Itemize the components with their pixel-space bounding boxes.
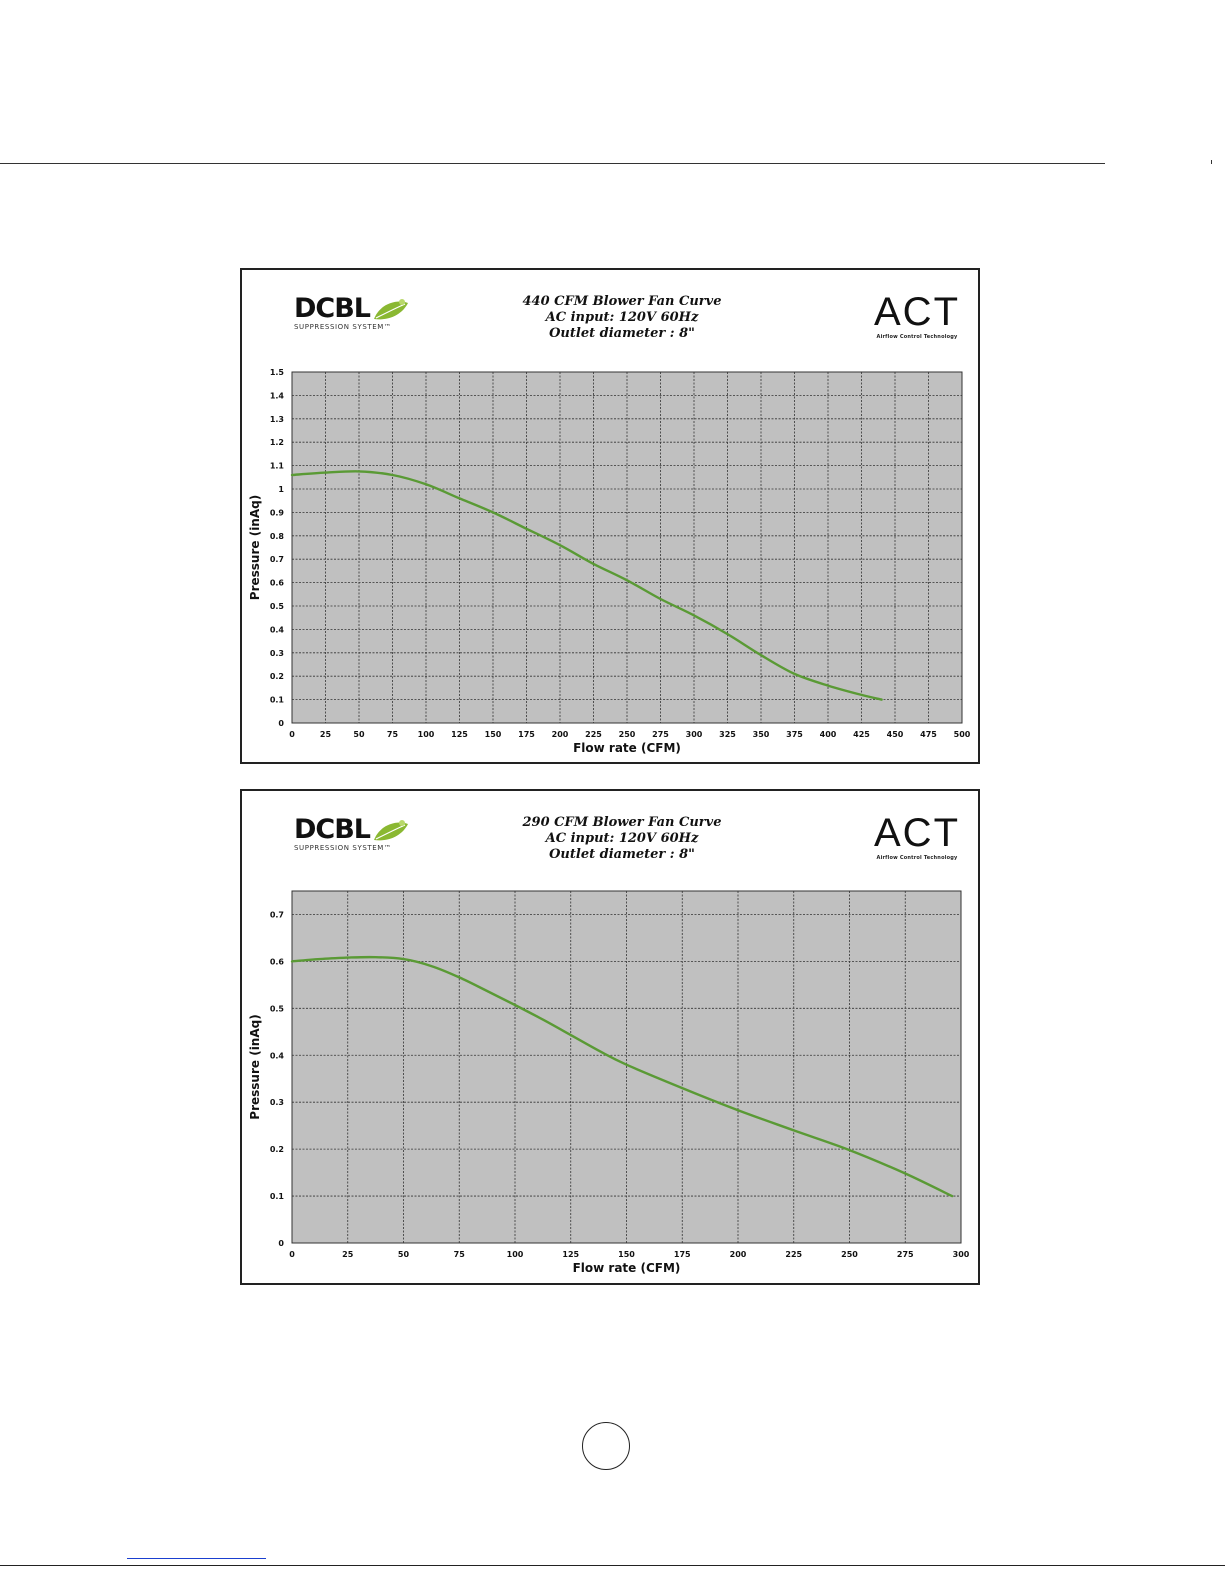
x-tick-label: 125 xyxy=(451,730,468,739)
dcbl-logo-wordmark: DCBL xyxy=(294,293,371,324)
act-logo: ACT Airflow Control Technology xyxy=(874,813,960,861)
x-tick-label: 425 xyxy=(853,730,870,739)
x-tick-label: 100 xyxy=(418,730,435,739)
chart-title-line-2: AC input: 120V 60Hz xyxy=(545,310,699,325)
act-logo-wordmark: ACT xyxy=(874,811,960,855)
y-tick-label: 0.5 xyxy=(270,602,285,611)
plot-border xyxy=(291,890,962,1244)
fan-curve-panel-440: DCBL SUPPRESSION SYSTEM™ 440 CFM Blower … xyxy=(240,268,980,764)
page-number-circle xyxy=(582,1422,630,1470)
footer-rule xyxy=(0,1565,1225,1566)
y-tick-label: 0.3 xyxy=(270,649,284,658)
x-tick-label: 500 xyxy=(954,730,971,739)
chart-title-line-1: 290 CFM Blower Fan Curve xyxy=(522,815,722,830)
header-rule xyxy=(0,163,1105,164)
dcbl-logo: DCBL SUPPRESSION SYSTEM™ xyxy=(294,293,408,331)
y-tick-label: 0.5 xyxy=(270,1004,285,1013)
x-tick-label: 450 xyxy=(887,730,904,739)
y-axis-label: Pressure (inAq) xyxy=(248,1014,262,1119)
x-tick-label: 50 xyxy=(353,730,365,739)
y-tick-label: 1.5 xyxy=(270,368,285,377)
x-tick-label: 100 xyxy=(507,1250,524,1259)
act-logo-subtitle: Airflow Control Technology xyxy=(876,334,958,340)
y-tick-label: 0.3 xyxy=(270,1098,284,1107)
y-tick-label: 0.9 xyxy=(270,508,285,517)
x-tick-label: 0 xyxy=(289,730,295,739)
x-tick-label: 75 xyxy=(454,1250,466,1259)
chart-title-line-3: Outlet diameter : 8" xyxy=(549,326,695,341)
x-tick-label: 25 xyxy=(320,730,332,739)
x-tick-label: 225 xyxy=(585,730,602,739)
x-tick-label: 300 xyxy=(953,1250,970,1259)
footer-link-underline xyxy=(127,1558,266,1559)
x-tick-label: 225 xyxy=(785,1250,802,1259)
x-tick-label: 275 xyxy=(897,1250,914,1259)
y-tick-label: 1.3 xyxy=(270,415,284,424)
x-tick-label: 175 xyxy=(518,730,535,739)
x-tick-label: 250 xyxy=(841,1250,858,1259)
header-tick-mark xyxy=(1211,160,1212,164)
y-tick-label: 0.8 xyxy=(270,532,285,541)
x-axis-label: Flow rate (CFM) xyxy=(573,1261,681,1275)
fan-curve-line xyxy=(290,470,883,701)
act-logo: ACT Airflow Control Technology xyxy=(874,292,960,340)
y-tick-label: 0.6 xyxy=(270,579,285,588)
chart-title: 440 CFM Blower Fan Curve AC input: 120V … xyxy=(472,294,772,342)
y-tick-label: 1.1 xyxy=(270,462,285,471)
act-logo-wordmark: ACT xyxy=(874,290,960,334)
dcbl-logo: DCBL SUPPRESSION SYSTEM™ xyxy=(294,814,408,852)
leaf-icon xyxy=(374,820,408,841)
y-tick-label: 0.7 xyxy=(270,555,284,564)
x-tick-label: 400 xyxy=(820,730,837,739)
plot-border xyxy=(291,371,963,724)
x-tick-label: 75 xyxy=(387,730,399,739)
x-tick-label: 300 xyxy=(686,730,703,739)
y-tick-label: 0.4 xyxy=(270,625,285,634)
y-tick-label: 0.7 xyxy=(270,910,284,919)
y-axis-label: Pressure (inAq) xyxy=(248,495,262,600)
chart-title-line-1: 440 CFM Blower Fan Curve xyxy=(522,294,722,309)
act-logo-subtitle: Airflow Control Technology xyxy=(876,855,958,861)
x-tick-label: 200 xyxy=(552,730,569,739)
y-tick-label: 0 xyxy=(278,719,284,728)
x-tick-label: 0 xyxy=(289,1250,295,1259)
leaf-icon xyxy=(374,299,408,320)
x-tick-label: 200 xyxy=(730,1250,747,1259)
y-tick-label: 0.2 xyxy=(270,672,284,681)
x-tick-label: 325 xyxy=(719,730,736,739)
x-tick-label: 50 xyxy=(398,1250,410,1259)
dcbl-logo-subtitle: SUPPRESSION SYSTEM™ xyxy=(294,323,392,331)
fan-curve-line xyxy=(290,955,954,1198)
y-tick-label: 0.1 xyxy=(270,696,285,705)
x-tick-label: 375 xyxy=(786,730,803,739)
x-tick-label: 150 xyxy=(618,1250,635,1259)
chart-title-line-2: AC input: 120V 60Hz xyxy=(545,831,699,846)
x-tick-label: 125 xyxy=(562,1250,579,1259)
x-tick-label: 275 xyxy=(652,730,669,739)
dcbl-logo-wordmark: DCBL xyxy=(294,814,371,845)
y-tick-label: 1.4 xyxy=(270,391,285,400)
chart-title: 290 CFM Blower Fan Curve AC input: 120V … xyxy=(472,815,772,863)
x-tick-label: 175 xyxy=(674,1250,691,1259)
y-tick-label: 0.4 xyxy=(270,1051,285,1060)
x-tick-label: 25 xyxy=(342,1250,354,1259)
y-tick-label: 0.2 xyxy=(270,1145,284,1154)
x-axis-label: Flow rate (CFM) xyxy=(573,741,681,755)
fan-curve-chart-440: 0 25 50 75 100 125 150 175 200 225 250 275 300 325 350… xyxy=(248,368,971,755)
fan-curve-panel-290: DCBL SUPPRESSION SYSTEM™ 290 CFM Blower … xyxy=(240,789,980,1285)
y-tick-label: 1 xyxy=(278,485,284,494)
y-tick-label: 0.1 xyxy=(270,1192,285,1201)
x-tick-label: 250 xyxy=(619,730,636,739)
x-tick-label: 150 xyxy=(485,730,502,739)
fan-curve-chart-290: 0 25 50 75 100 125 150 175 200 225 250 275 300 0 0.1 0.… xyxy=(248,890,970,1275)
dcbl-logo-subtitle: SUPPRESSION SYSTEM™ xyxy=(294,844,392,852)
y-tick-label: 0 xyxy=(278,1239,284,1248)
y-tick-label: 1.2 xyxy=(270,438,284,447)
x-tick-label: 350 xyxy=(753,730,770,739)
x-tick-label: 475 xyxy=(920,730,937,739)
chart-title-line-3: Outlet diameter : 8" xyxy=(549,847,695,862)
y-tick-label: 0.6 xyxy=(270,957,285,966)
